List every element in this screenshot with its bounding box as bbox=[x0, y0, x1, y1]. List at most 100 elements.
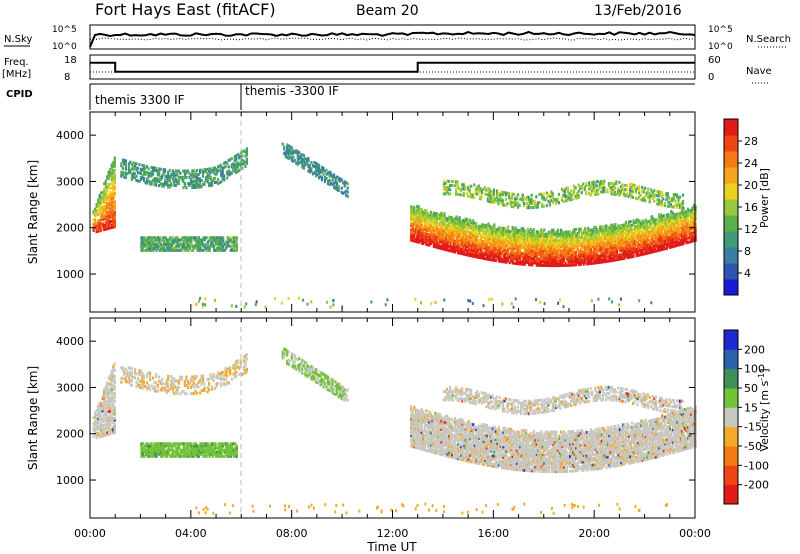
power-cell bbox=[531, 230, 534, 234]
power-cell bbox=[98, 208, 101, 212]
power-cell bbox=[485, 247, 488, 251]
power-cell bbox=[629, 220, 632, 224]
power-cell bbox=[510, 255, 513, 259]
power-cell bbox=[488, 226, 491, 230]
power-cell bbox=[579, 250, 582, 254]
power-cell bbox=[593, 244, 596, 248]
power-cell bbox=[446, 238, 449, 242]
power-cell bbox=[233, 163, 236, 167]
power-cell bbox=[522, 256, 525, 260]
power-cell bbox=[529, 242, 532, 246]
power-cell bbox=[159, 176, 162, 179]
power-cell bbox=[565, 230, 569, 234]
power-cell bbox=[690, 217, 693, 221]
power-cell bbox=[428, 214, 431, 218]
power-cell bbox=[420, 220, 423, 224]
power-cell bbox=[573, 261, 576, 265]
power-cell bbox=[469, 227, 472, 230]
power-cell bbox=[340, 186, 343, 190]
power-cell bbox=[511, 200, 514, 204]
power-cell bbox=[133, 161, 137, 165]
power-cell bbox=[565, 186, 568, 190]
velocity-cell bbox=[95, 409, 98, 413]
power-cell bbox=[609, 246, 612, 250]
power-cell bbox=[546, 257, 549, 261]
power-cell bbox=[614, 254, 617, 258]
power-cell bbox=[470, 237, 473, 241]
power-cell bbox=[135, 168, 138, 172]
power-cell bbox=[479, 187, 482, 190]
power-cell bbox=[516, 257, 519, 261]
power-cell bbox=[213, 236, 216, 240]
power-cell bbox=[666, 204, 669, 208]
freq-label: Freq. bbox=[4, 57, 29, 68]
power-cell bbox=[346, 194, 349, 198]
power-cell bbox=[167, 172, 170, 176]
power-cell bbox=[146, 177, 149, 181]
power-cell bbox=[476, 192, 479, 196]
power-cell bbox=[419, 234, 422, 238]
power-cell bbox=[569, 230, 572, 234]
power-cell bbox=[691, 214, 694, 218]
power-cell bbox=[617, 243, 620, 247]
power-cell bbox=[605, 234, 608, 238]
power-cell bbox=[438, 215, 442, 219]
power-cell bbox=[567, 236, 570, 240]
power-cell bbox=[411, 218, 414, 222]
power-cell bbox=[494, 240, 497, 244]
power-cell bbox=[611, 233, 614, 237]
power-cell bbox=[667, 238, 670, 241]
power-cell bbox=[289, 149, 292, 153]
power-cell bbox=[620, 249, 623, 252]
power-cell bbox=[162, 168, 165, 172]
power-cell bbox=[641, 225, 644, 229]
power-cell bbox=[598, 186, 601, 190]
power-cell bbox=[648, 192, 651, 196]
power-cell bbox=[555, 245, 558, 249]
power-cell bbox=[523, 231, 526, 235]
power-cell bbox=[458, 186, 461, 190]
power-cell bbox=[434, 216, 437, 220]
power-cell bbox=[576, 246, 579, 250]
power-cell bbox=[602, 245, 605, 249]
power-cell bbox=[573, 236, 576, 240]
power-cell bbox=[588, 245, 591, 249]
power-cell bbox=[599, 240, 602, 243]
power-cell bbox=[652, 244, 655, 247]
power-cell bbox=[502, 254, 505, 257]
power-cell bbox=[470, 225, 473, 229]
power-cell bbox=[600, 243, 603, 247]
power-cell bbox=[464, 232, 467, 236]
power-cell bbox=[419, 232, 422, 236]
power-cell bbox=[552, 253, 555, 257]
power-cell bbox=[599, 260, 602, 264]
power-cell bbox=[537, 251, 540, 255]
power-cell bbox=[668, 204, 671, 208]
power-cell bbox=[638, 249, 641, 253]
power-cell bbox=[573, 230, 576, 234]
power-cell bbox=[637, 251, 640, 255]
power-cell bbox=[157, 242, 160, 246]
power-cell bbox=[573, 190, 576, 194]
power-cell bbox=[475, 222, 478, 225]
power-cell bbox=[611, 258, 614, 262]
power-cell bbox=[570, 249, 573, 252]
power-cell bbox=[514, 247, 517, 251]
power-cell bbox=[449, 243, 452, 247]
power-cell bbox=[478, 243, 481, 247]
velocity-cell bbox=[109, 430, 112, 434]
power-cell bbox=[419, 218, 422, 222]
power-cell bbox=[198, 299, 200, 303]
power-cell bbox=[691, 206, 694, 210]
power-cell bbox=[411, 216, 414, 220]
power-cell bbox=[455, 221, 458, 225]
power-cell bbox=[444, 225, 448, 229]
power-cell bbox=[490, 297, 493, 301]
velocity-cell bbox=[98, 402, 101, 405]
power-cell bbox=[464, 230, 467, 234]
power-cell bbox=[559, 255, 563, 259]
noise-trace bbox=[89, 30, 696, 48]
power-cell bbox=[499, 253, 502, 257]
power-cell bbox=[657, 200, 660, 204]
power-cell bbox=[635, 235, 638, 239]
